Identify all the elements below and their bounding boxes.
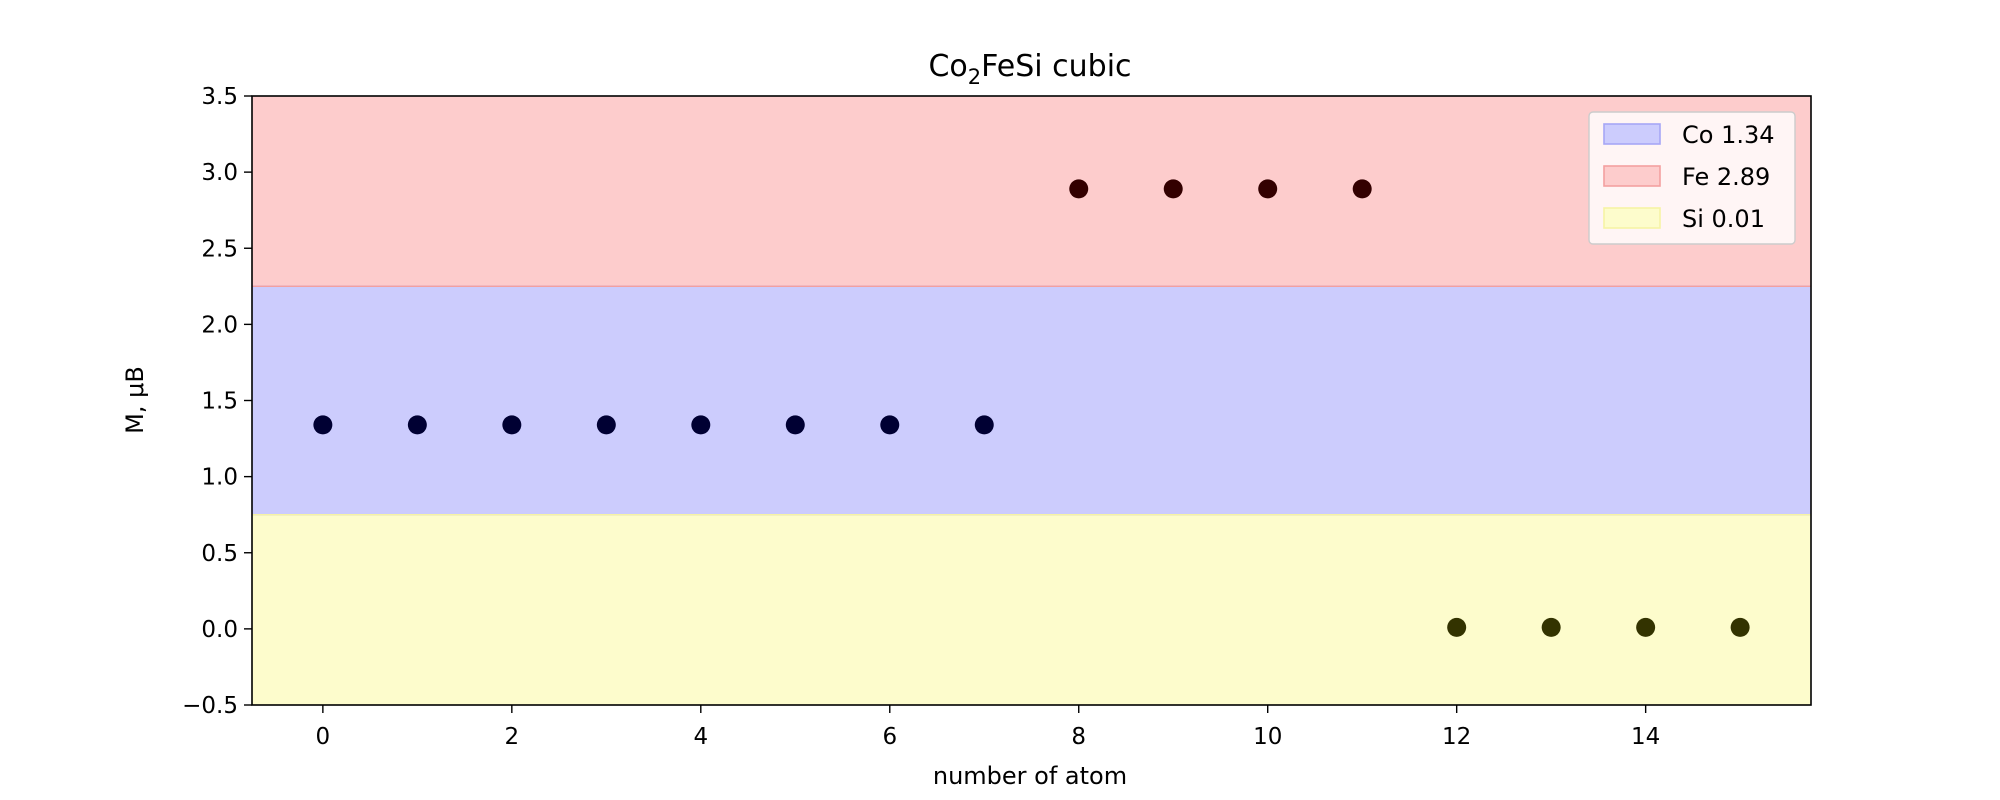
band-si <box>252 514 1811 705</box>
bands-layer <box>252 96 1811 705</box>
x-ticks: 0 2 4 6 8 10 12 14 <box>316 705 1660 750</box>
chart-title-subscript: 2 <box>968 65 981 89</box>
points-layer <box>313 179 1750 637</box>
point-co-3 <box>596 415 616 435</box>
y-tick-label: 0.0 <box>201 617 238 643</box>
y-tick-label: 2.5 <box>201 236 238 262</box>
x-tick-label: 10 <box>1253 724 1282 750</box>
chart-title-prefix: Co <box>928 49 967 84</box>
chart-title: Co2FeSi cubic <box>928 49 1131 89</box>
x-tick-label: 4 <box>693 724 708 750</box>
y-tick-label: 0.5 <box>201 541 238 567</box>
point-co-2 <box>502 415 522 435</box>
y-tick-label: 3.0 <box>201 160 238 186</box>
x-axis-label: number of atom <box>933 762 1127 790</box>
point-co-6 <box>880 415 900 435</box>
band-co <box>252 286 1811 515</box>
legend-items: Co 1.34 Fe 2.89 Si 0.01 <box>1603 121 1775 233</box>
point-si-15 <box>1730 617 1750 637</box>
y-tick-label: 1.5 <box>201 389 238 415</box>
y-tick-label: 1.0 <box>201 465 238 491</box>
x-tick-label: 12 <box>1442 724 1471 750</box>
x-tick-label: 0 <box>316 724 331 750</box>
point-co-1 <box>407 415 427 435</box>
legend-swatch-fe <box>1603 165 1661 187</box>
point-co-5 <box>785 415 805 435</box>
point-si-13 <box>1541 617 1561 637</box>
point-fe-8 <box>1069 179 1089 199</box>
point-co-4 <box>691 415 711 435</box>
legend: Co 1.34 Fe 2.89 Si 0.01 <box>1588 111 1796 245</box>
point-fe-11 <box>1352 179 1372 199</box>
point-co-0 <box>313 415 333 435</box>
y-ticks: −0.5 0.0 0.5 1.0 1.5 2.0 2.5 3.0 3.5 <box>182 84 252 719</box>
point-si-14 <box>1636 617 1656 637</box>
legend-swatch-si <box>1603 207 1661 229</box>
point-co-7 <box>974 415 994 435</box>
legend-swatch-co <box>1603 123 1661 145</box>
legend-label-co: Co 1.34 <box>1682 121 1775 149</box>
point-fe-9 <box>1163 179 1183 199</box>
y-axis-label: M, μB <box>121 366 149 434</box>
x-tick-label: 6 <box>882 724 897 750</box>
x-tick-label: 2 <box>505 724 520 750</box>
point-fe-10 <box>1258 179 1278 199</box>
point-si-12 <box>1447 617 1467 637</box>
legend-label-fe: Fe 2.89 <box>1682 163 1770 191</box>
legend-label-si: Si 0.01 <box>1682 205 1765 233</box>
x-tick-label: 14 <box>1631 724 1660 750</box>
y-tick-label: 3.5 <box>201 84 238 110</box>
chart-title-suffix: FeSi cubic <box>981 49 1131 84</box>
x-tick-label: 8 <box>1071 724 1086 750</box>
y-tick-label: 2.0 <box>201 312 238 338</box>
y-tick-label: −0.5 <box>182 693 238 719</box>
band-fe <box>252 96 1811 287</box>
